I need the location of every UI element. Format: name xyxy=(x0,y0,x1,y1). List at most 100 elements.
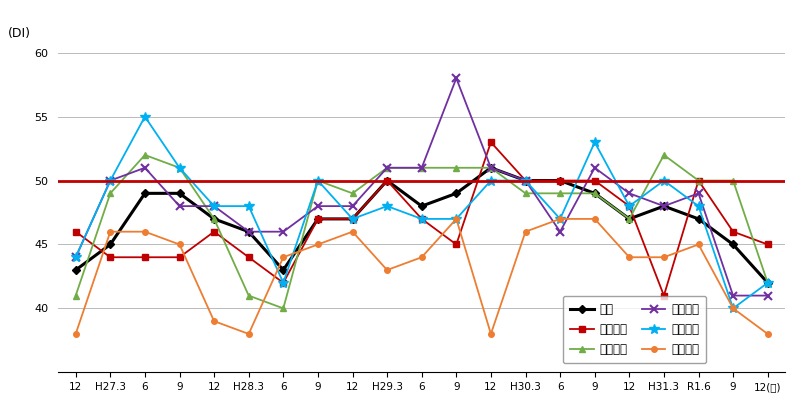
全県 xyxy=(382,178,392,183)
全県 xyxy=(244,229,254,234)
Line: 全県: 全県 xyxy=(73,165,770,286)
県央地域 xyxy=(486,165,496,170)
県北地域 xyxy=(71,229,81,234)
全県 xyxy=(625,217,634,221)
県央地域 xyxy=(174,165,184,170)
県央地域 xyxy=(555,191,565,196)
全県 xyxy=(763,280,773,285)
鹿行地域 xyxy=(659,204,669,208)
県央地域 xyxy=(728,178,738,183)
鹿行地域 xyxy=(590,165,599,170)
全県 xyxy=(278,267,288,272)
県北地域 xyxy=(278,280,288,285)
県南地域 xyxy=(555,217,565,221)
県西地域 xyxy=(451,217,461,221)
県南地域 xyxy=(763,280,773,285)
全県 xyxy=(486,165,496,170)
鹿行地域 xyxy=(278,229,288,234)
県央地域 xyxy=(278,306,288,311)
県北地域 xyxy=(106,255,115,260)
県北地域 xyxy=(659,293,669,298)
県央地域 xyxy=(694,178,703,183)
県北地域 xyxy=(451,242,461,247)
鹿行地域 xyxy=(486,165,496,170)
県南地域 xyxy=(486,178,496,183)
県北地域 xyxy=(625,204,634,208)
全県 xyxy=(451,191,461,196)
Line: 県北地域: 県北地域 xyxy=(73,140,770,298)
県西地域 xyxy=(417,255,426,260)
県央地域 xyxy=(348,191,358,196)
県西地域 xyxy=(521,229,530,234)
県北地域 xyxy=(521,178,530,183)
県南地域 xyxy=(348,217,358,221)
県南地域 xyxy=(140,114,150,119)
県央地域 xyxy=(521,191,530,196)
県北地域 xyxy=(555,178,565,183)
県央地域 xyxy=(106,191,115,196)
県西地域 xyxy=(694,242,703,247)
鹿行地域 xyxy=(763,293,773,298)
全県 xyxy=(174,191,184,196)
全県 xyxy=(417,204,426,208)
Line: 県西地域: 県西地域 xyxy=(73,216,770,337)
県南地域 xyxy=(417,217,426,221)
県央地域 xyxy=(140,153,150,158)
鹿行地域 xyxy=(348,204,358,208)
県央地域 xyxy=(210,217,219,221)
鹿行地域 xyxy=(451,76,461,81)
県西地域 xyxy=(313,242,322,247)
県央地域 xyxy=(451,165,461,170)
鹿行地域 xyxy=(106,178,115,183)
全県 xyxy=(659,204,669,208)
県南地域 xyxy=(382,204,392,208)
県南地域 xyxy=(71,255,81,260)
県西地域 xyxy=(71,331,81,336)
県西地域 xyxy=(763,331,773,336)
県南地域 xyxy=(694,204,703,208)
県南地域 xyxy=(590,140,599,144)
県央地域 xyxy=(313,178,322,183)
全県 xyxy=(521,178,530,183)
県西地域 xyxy=(728,306,738,311)
県西地域 xyxy=(590,217,599,221)
県央地域 xyxy=(625,217,634,221)
県南地域 xyxy=(106,178,115,183)
鹿行地域 xyxy=(417,165,426,170)
県北地域 xyxy=(694,178,703,183)
県西地域 xyxy=(244,331,254,336)
鹿行地域 xyxy=(521,178,530,183)
県央地域 xyxy=(659,153,669,158)
Line: 県央地域: 県央地域 xyxy=(72,151,771,312)
県西地域 xyxy=(382,267,392,272)
鹿行地域 xyxy=(210,204,219,208)
県西地域 xyxy=(659,255,669,260)
県南地域 xyxy=(244,204,254,208)
県北地域 xyxy=(417,217,426,221)
県北地域 xyxy=(140,255,150,260)
全県 xyxy=(210,217,219,221)
全県 xyxy=(71,267,81,272)
鹿行地域 xyxy=(728,293,738,298)
県南地域 xyxy=(521,178,530,183)
全県 xyxy=(694,217,703,221)
鹿行地域 xyxy=(555,229,565,234)
県西地域 xyxy=(210,319,219,324)
県央地域 xyxy=(417,165,426,170)
鹿行地域 xyxy=(174,204,184,208)
鹿行地域 xyxy=(313,204,322,208)
県央地域 xyxy=(590,191,599,196)
県西地域 xyxy=(348,229,358,234)
県北地域 xyxy=(382,178,392,183)
県南地域 xyxy=(625,204,634,208)
県北地域 xyxy=(590,178,599,183)
県北地域 xyxy=(763,242,773,247)
鹿行地域 xyxy=(140,165,150,170)
県南地域 xyxy=(728,306,738,311)
県南地域 xyxy=(210,204,219,208)
県南地域 xyxy=(174,165,184,170)
全県 xyxy=(728,242,738,247)
全県 xyxy=(106,242,115,247)
Legend: 全県, 県北地域, 県央地域, 鹿行地域, 県南地域, 県西地域: 全県, 県北地域, 県央地域, 鹿行地域, 県南地域, 県西地域 xyxy=(563,296,706,363)
県南地域 xyxy=(313,178,322,183)
